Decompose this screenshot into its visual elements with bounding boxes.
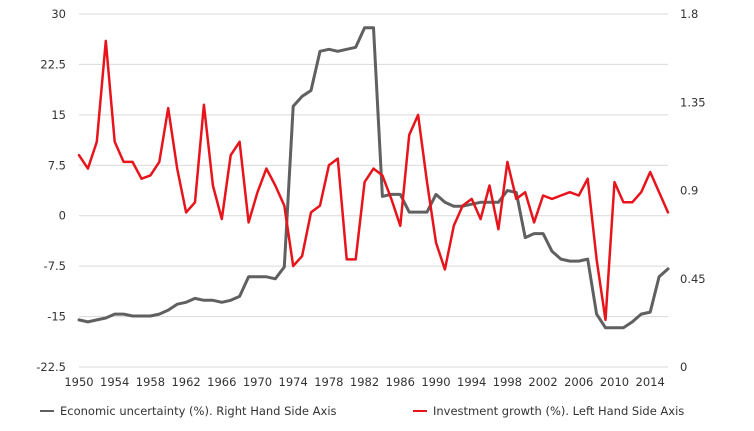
left-axis-tick-label: -22.5: [36, 360, 66, 374]
gridlines: [79, 13, 668, 368]
right-axis-tick-label: 0.45: [680, 272, 706, 286]
left-axis-tick-label: 22.5: [40, 57, 66, 71]
right-axis: 1.8 1.35 0.9 0.45 0: [680, 7, 706, 374]
right-axis-tick-label: 0.9: [680, 184, 698, 198]
x-axis-tick-label: 1962: [171, 375, 200, 389]
x-axis-tick-label: 1998: [493, 375, 522, 389]
x-axis-tick-label: 1978: [314, 375, 343, 389]
legend-item-uncertainty: Economic uncertainty (%). Right Hand Sid…: [40, 404, 337, 418]
x-axis-tick-label: 2006: [564, 375, 593, 389]
x-axis-tick-label: 1982: [350, 375, 379, 389]
legend-label-investment: Investment growth (%). Left Hand Side Ax…: [433, 404, 685, 418]
left-axis-tick-label: 0: [59, 209, 66, 223]
series-line-economic-uncertainty: [77, 26, 670, 330]
x-axis-tick-label: 1994: [457, 375, 486, 389]
legend-swatch-investment: [413, 410, 427, 412]
x-axis-tick-label: 1990: [421, 375, 450, 389]
x-axis-tick-label: 1966: [207, 375, 236, 389]
series-lines: [77, 26, 670, 330]
x-axis-tick-label: 1958: [136, 375, 165, 389]
x-axis-tick-label: 2014: [636, 375, 665, 389]
x-axis-tick-label: 1974: [279, 375, 308, 389]
left-axis-tick-label: 30: [51, 7, 66, 21]
left-axis: 30 22.5 15 7.5 0 -7.5 -15 -22.5: [36, 7, 66, 374]
x-axis-tick-label: 1970: [243, 375, 272, 389]
x-axis-tick-label: 1986: [386, 375, 415, 389]
x-axis-tick-label: 1950: [64, 375, 93, 389]
right-axis-tick-label: 1.35: [680, 95, 706, 109]
right-axis-tick-label: 0: [680, 360, 687, 374]
left-axis-tick-label: -15: [47, 310, 66, 324]
x-axis-tick-label: 2002: [528, 375, 557, 389]
legend-label-uncertainty: Economic uncertainty (%). Right Hand Sid…: [60, 404, 337, 418]
left-axis-tick-label: 15: [51, 108, 66, 122]
left-axis-tick-label: -7.5: [44, 259, 66, 273]
series-line-investment-growth: [77, 39, 670, 322]
x-axis: 1950 1954 1958 1962 1966 1970 1974 1978 1982 1986…: [64, 375, 664, 389]
x-axis-tick-label: 1954: [100, 375, 129, 389]
right-axis-tick-label: 1.8: [680, 7, 698, 21]
legend: Economic uncertainty (%). Right Hand Sid…: [0, 404, 754, 424]
x-axis-tick-label: 2010: [600, 375, 629, 389]
legend-swatch-uncertainty: [40, 410, 54, 412]
left-axis-tick-label: 7.5: [48, 158, 66, 172]
legend-item-investment: Investment growth (%). Left Hand Side Ax…: [413, 404, 684, 418]
